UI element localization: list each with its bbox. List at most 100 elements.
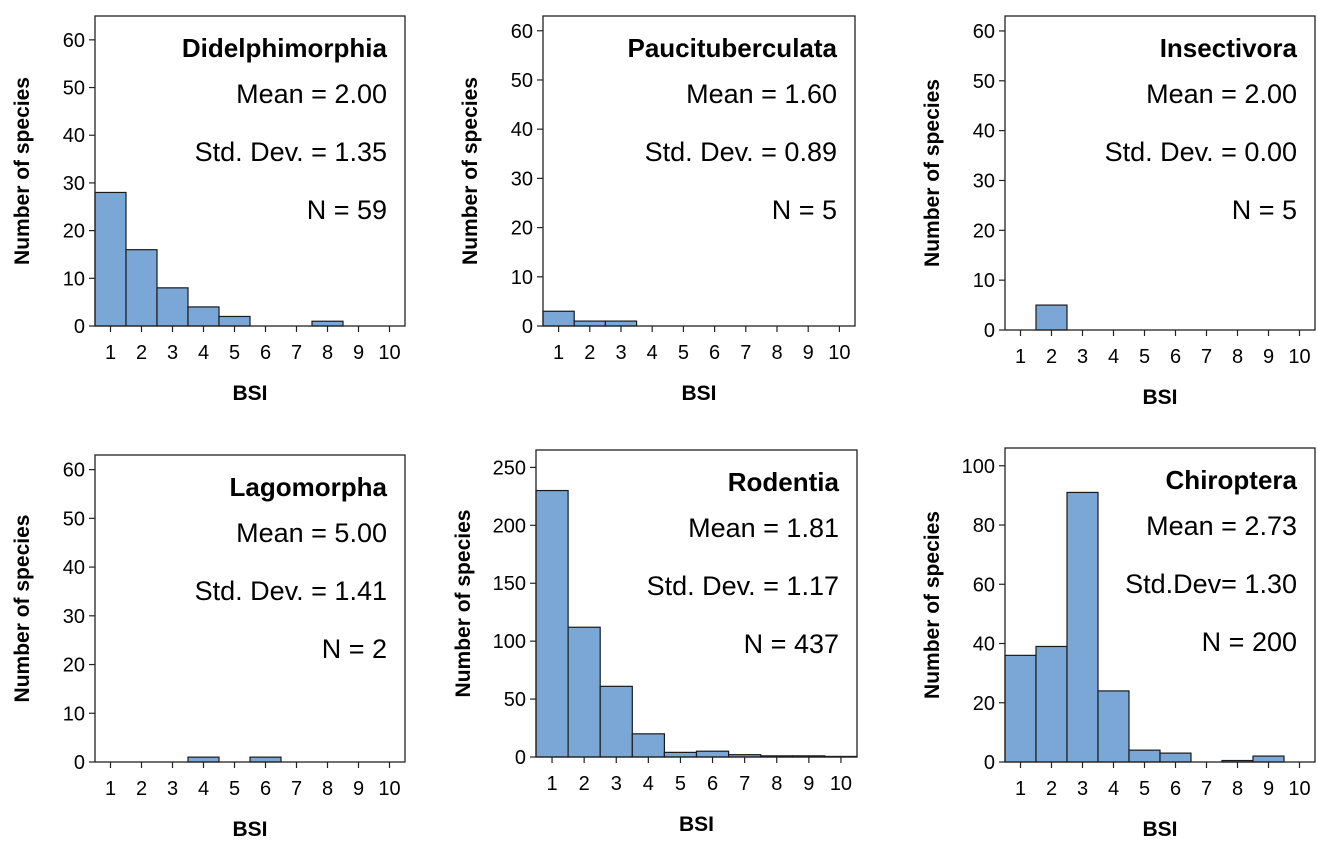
x-tick-label: 5	[1139, 346, 1150, 368]
y-tick-label: 30	[63, 173, 85, 195]
x-tick-label: 10	[1288, 346, 1310, 368]
x-tick-label: 4	[647, 342, 658, 364]
x-tick-label: 8	[771, 342, 782, 364]
plot-frame	[1004, 447, 1316, 763]
x-axis-title: BSI	[1142, 386, 1177, 409]
histogram-bar	[249, 756, 282, 763]
panel-title: Lagomorpha	[230, 472, 388, 502]
y-tick-label: 20	[63, 655, 85, 677]
plot-frame	[94, 454, 406, 763]
histogram-bar	[125, 249, 158, 327]
x-tick-label: 2	[584, 342, 595, 364]
histogram-bar	[604, 320, 638, 327]
x-tick-label: 8	[1232, 346, 1243, 368]
stat-label: Mean = 1.60	[686, 79, 837, 109]
y-tick-label: 60	[63, 460, 85, 482]
x-tick-label: 5	[229, 778, 240, 800]
y-tick-label: 0	[74, 316, 85, 338]
y-tick-label: 40	[63, 125, 85, 147]
x-tick-label: 5	[229, 342, 240, 364]
histogram-panel-3: 0 10 20 30 40 50 60 1 2 3 4 5 6 7 8 9 10 BSI Number of spe…	[921, 15, 1316, 409]
x-tick-label: 3	[1077, 346, 1088, 368]
stat-label: Std. Dev. = 0.00	[1105, 137, 1297, 167]
histogram-panel-6: 0 20 40 60 80 100 1 2 3 4 5 6 7 8 9 10 BSI Number of spec…	[921, 447, 1316, 841]
histogram-bar	[567, 626, 601, 758]
x-tick-label: 1	[1015, 346, 1026, 368]
stat-label: N = 59	[307, 195, 387, 225]
histogram-bar	[1128, 749, 1161, 763]
histogram-bar	[1066, 491, 1099, 763]
histogram-bar	[631, 733, 665, 758]
stat-label: Mean = 2.73	[1146, 511, 1297, 541]
x-tick-label: 6	[709, 342, 720, 364]
x-tick-label: 8	[771, 773, 782, 795]
y-tick-label: 60	[973, 574, 995, 596]
stat-label: Mean = 5.00	[236, 518, 387, 548]
x-tick-label: 1	[1015, 778, 1026, 800]
y-tick-label: 10	[63, 268, 85, 290]
x-tick-label: 9	[1263, 346, 1274, 368]
y-tick-label: 250	[493, 457, 526, 479]
panel-title: Paucituberculata	[627, 33, 837, 63]
histogram-bar	[1159, 752, 1192, 763]
panel-title: Rodentia	[728, 467, 840, 497]
histogram-bar	[187, 756, 220, 763]
x-tick-label: 8	[322, 778, 333, 800]
stat-label: Mean = 2.00	[1146, 79, 1297, 109]
y-tick-label: 80	[973, 515, 995, 537]
stat-label: N = 200	[1202, 627, 1297, 657]
x-tick-label: 9	[803, 773, 814, 795]
histogram-bar	[535, 489, 569, 758]
stat-label: N = 5	[772, 195, 837, 225]
x-tick-label: 10	[828, 342, 850, 364]
y-tick-label: 60	[63, 30, 85, 52]
y-tick-label: 50	[973, 71, 995, 93]
histogram-bar	[311, 320, 344, 327]
plot-frame	[542, 15, 856, 327]
x-tick-label: 3	[615, 342, 626, 364]
y-tick-label: 30	[63, 606, 85, 628]
x-tick-label: 10	[830, 773, 852, 795]
histogram-bar	[1035, 304, 1068, 331]
y-tick-label: 200	[493, 515, 526, 537]
x-tick-label: 4	[198, 778, 209, 800]
stat-label: Std. Dev. = 0.89	[645, 137, 837, 167]
y-tick-label: 20	[973, 693, 995, 715]
y-axis-title: Number of species	[459, 77, 482, 265]
x-tick-label: 7	[291, 342, 302, 364]
y-tick-label: 40	[63, 557, 85, 579]
stat-label: Mean = 2.00	[236, 79, 387, 109]
x-tick-label: 8	[1232, 778, 1243, 800]
histogram-bar	[156, 287, 189, 327]
y-tick-label: 20	[511, 218, 533, 240]
y-tick-label: 50	[511, 70, 533, 92]
x-tick-label: 6	[707, 773, 718, 795]
y-tick-label: 100	[962, 456, 995, 478]
panel-title: Chiroptera	[1166, 465, 1298, 495]
x-tick-label: 8	[322, 342, 333, 364]
x-tick-label: 9	[353, 778, 364, 800]
x-tick-label: 4	[643, 773, 654, 795]
x-tick-label: 5	[675, 773, 686, 795]
x-tick-label: 9	[353, 342, 364, 364]
x-tick-label: 10	[378, 778, 400, 800]
histogram-panel-4: 0 10 20 30 40 50 60 1 2 3 4 5 6 7 8 9 10 BSI Number of spe…	[11, 454, 406, 841]
y-tick-label: 10	[511, 267, 533, 289]
histogram-bar	[695, 750, 730, 758]
histogram-bar	[218, 315, 251, 327]
x-tick-label: 10	[378, 342, 400, 364]
histogram-bar	[599, 685, 633, 758]
x-tick-label: 2	[136, 342, 147, 364]
x-tick-label: 5	[678, 342, 689, 364]
y-axis-title: Number of species	[921, 511, 944, 699]
histogram-bar	[94, 191, 127, 327]
y-tick-label: 50	[504, 689, 526, 711]
y-tick-label: 10	[973, 270, 995, 292]
x-tick-label: 6	[260, 778, 271, 800]
y-tick-label: 0	[515, 747, 526, 769]
x-tick-label: 5	[1139, 778, 1150, 800]
histogram-panel-5: 0 50 100 150 200 250 1 2 3 4 5 6 7 8 9 10 BSI Number of s…	[452, 449, 858, 836]
y-tick-label: 0	[74, 752, 85, 774]
y-tick-label: 60	[511, 21, 533, 43]
y-tick-label: 150	[493, 573, 526, 595]
